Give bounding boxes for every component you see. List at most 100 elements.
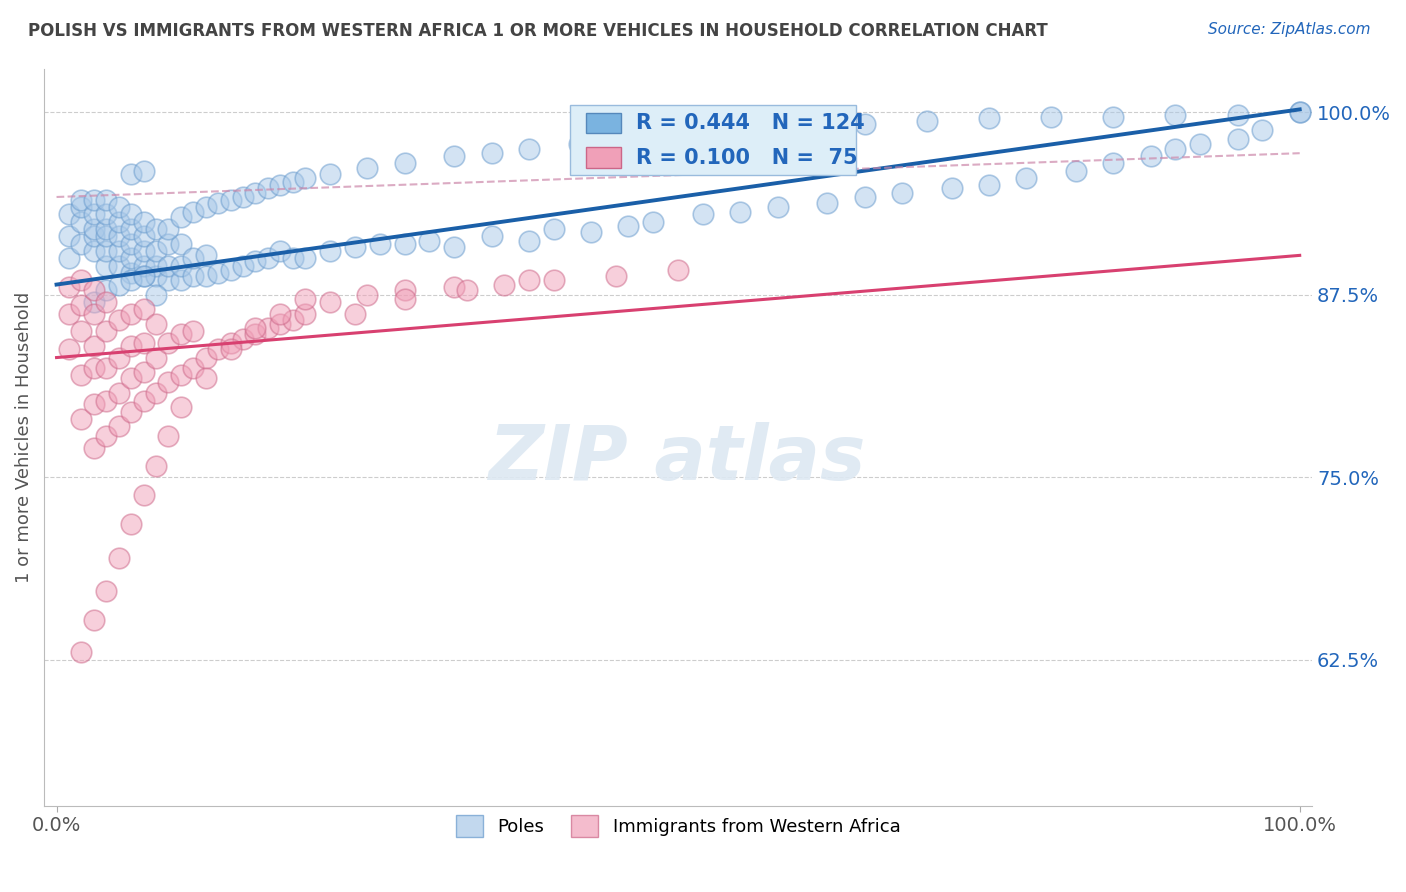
- Point: [145, 351, 167, 365]
- Point: [1226, 108, 1249, 122]
- Point: [1064, 163, 1087, 178]
- Point: [83, 222, 105, 236]
- Point: [977, 178, 1000, 193]
- Point: [120, 307, 142, 321]
- Point: [643, 215, 665, 229]
- Point: [96, 394, 118, 409]
- Point: [207, 342, 229, 356]
- Point: [579, 225, 602, 239]
- Point: [181, 324, 204, 338]
- Point: [181, 252, 204, 266]
- Point: [941, 181, 963, 195]
- Point: [219, 335, 242, 350]
- Point: [96, 207, 118, 221]
- Legend: Poles, Immigrants from Western Africa: Poles, Immigrants from Western Africa: [449, 808, 908, 845]
- Point: [343, 307, 366, 321]
- Point: [157, 236, 180, 251]
- Point: [132, 163, 155, 178]
- Point: [368, 236, 391, 251]
- Point: [170, 236, 193, 251]
- Point: [219, 342, 242, 356]
- Point: [257, 181, 280, 195]
- Point: [890, 186, 912, 200]
- Point: [257, 321, 280, 335]
- Point: [543, 222, 565, 236]
- Point: [96, 244, 118, 258]
- Point: [120, 339, 142, 353]
- Point: [170, 211, 193, 225]
- Point: [70, 412, 93, 426]
- Point: [145, 259, 167, 273]
- Point: [120, 266, 142, 280]
- Point: [83, 229, 105, 244]
- Point: [107, 351, 129, 365]
- Point: [145, 317, 167, 331]
- Point: [58, 252, 80, 266]
- Point: [294, 307, 316, 321]
- Point: [132, 394, 155, 409]
- Point: [730, 204, 752, 219]
- Point: [132, 268, 155, 283]
- Point: [107, 385, 129, 400]
- Point: [96, 324, 118, 338]
- Point: [1102, 110, 1125, 124]
- Point: [1189, 137, 1212, 152]
- Point: [83, 295, 105, 310]
- Point: [120, 167, 142, 181]
- Point: [207, 195, 229, 210]
- Point: [245, 321, 267, 335]
- Point: [170, 327, 193, 342]
- Point: [58, 229, 80, 244]
- Text: Source: ZipAtlas.com: Source: ZipAtlas.com: [1208, 22, 1371, 37]
- Point: [70, 273, 93, 287]
- Point: [70, 368, 93, 382]
- Point: [1040, 110, 1063, 124]
- Point: [853, 117, 876, 131]
- Text: R = 0.444   N = 124: R = 0.444 N = 124: [637, 113, 865, 133]
- Point: [145, 222, 167, 236]
- Point: [170, 259, 193, 273]
- Point: [245, 327, 267, 342]
- Point: [319, 295, 342, 310]
- Point: [157, 376, 180, 390]
- Point: [120, 371, 142, 385]
- Point: [269, 244, 291, 258]
- Point: [194, 248, 217, 262]
- Point: [281, 252, 304, 266]
- Point: [394, 284, 416, 298]
- Point: [132, 244, 155, 258]
- Point: [605, 268, 627, 283]
- Point: [853, 190, 876, 204]
- Point: [1102, 156, 1125, 170]
- Point: [481, 229, 503, 244]
- Point: [145, 268, 167, 283]
- Point: [70, 236, 93, 251]
- Point: [1015, 171, 1038, 186]
- Point: [269, 317, 291, 331]
- Point: [96, 360, 118, 375]
- Point: [107, 244, 129, 258]
- Point: [145, 244, 167, 258]
- Point: [207, 266, 229, 280]
- Point: [96, 295, 118, 310]
- Point: [1288, 105, 1310, 120]
- Point: [394, 156, 416, 170]
- Point: [120, 252, 142, 266]
- Point: [70, 298, 93, 312]
- Point: [83, 244, 105, 258]
- Point: [1139, 149, 1161, 163]
- Point: [294, 171, 316, 186]
- Bar: [585, 112, 621, 134]
- Point: [83, 207, 105, 221]
- Point: [343, 239, 366, 253]
- Point: [219, 193, 242, 207]
- Point: [418, 234, 440, 248]
- Point: [245, 186, 267, 200]
- Text: R = 0.100   N =  75: R = 0.100 N = 75: [637, 148, 858, 168]
- Point: [96, 259, 118, 273]
- Point: [356, 287, 378, 301]
- Point: [269, 178, 291, 193]
- Point: [617, 219, 640, 234]
- Point: [157, 335, 180, 350]
- Point: [58, 207, 80, 221]
